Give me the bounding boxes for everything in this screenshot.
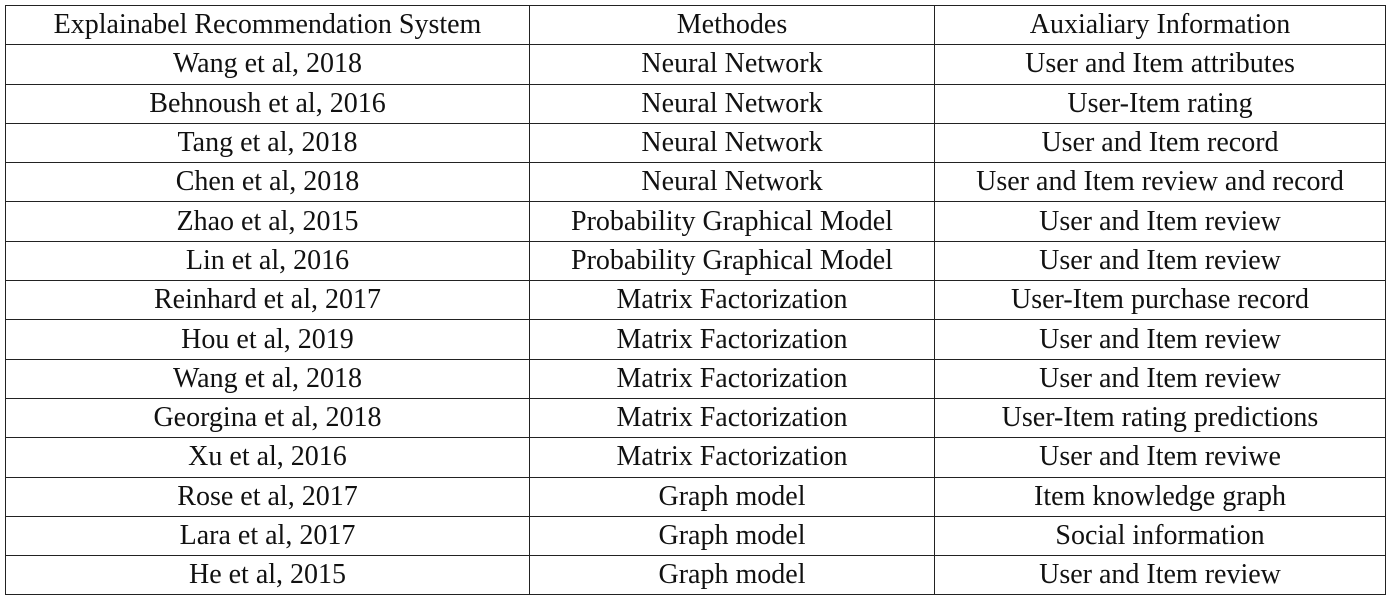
table-row: Rose et al, 2017 Graph model Item knowledg… <box>5 476 1386 517</box>
cell-system: Wang et al, 2018 <box>5 44 530 85</box>
table-row: Chen et al, 2018 Neural Network User and I… <box>5 162 1386 203</box>
cell-system: Wang et al, 2018 <box>5 358 530 399</box>
cell-auxiliary-information: User and Item review <box>934 358 1386 399</box>
table-row: Behnoush et al, 2016 Neural Network User-I… <box>5 83 1386 124</box>
cell-method: Graph model <box>529 555 935 596</box>
cell-auxiliary-information: User and Item record <box>934 122 1386 164</box>
cell-auxiliary-information: User and Item reviwe <box>934 437 1386 478</box>
cell-method: Neural Network <box>529 83 935 124</box>
cell-auxiliary-information: User and Item review <box>934 201 1386 242</box>
table-container: Explainabel Recommendation System Method… <box>5 4 1386 596</box>
cell-system: Behnoush et al, 2016 <box>5 83 530 124</box>
cell-method: Matrix Factorization <box>529 397 935 439</box>
cell-method: Matrix Factorization <box>529 437 935 478</box>
header-auxiliary-information: Auxialiary Information <box>934 4 1386 46</box>
cell-system: Hou et al, 2019 <box>5 319 530 360</box>
cell-method: Graph model <box>529 515 935 557</box>
table-row: Tang et al, 2018 Neural Network User and I… <box>5 122 1386 164</box>
cell-system: Tang et al, 2018 <box>5 122 530 164</box>
cell-system: Reinhard et al, 2017 <box>5 280 530 321</box>
cell-method: Neural Network <box>529 122 935 164</box>
cell-method: Probability Graphical Model <box>529 240 935 282</box>
recommendation-systems-table: Explainabel Recommendation System Method… <box>5 4 1386 596</box>
cell-method: Matrix Factorization <box>529 280 935 321</box>
table-row: Wang et al, 2018 Matrix Factorization User… <box>5 358 1386 399</box>
header-row: Explainabel Recommendation System Method… <box>5 4 1386 46</box>
cell-auxiliary-information: User and Item review and record <box>934 162 1386 203</box>
cell-system: Chen et al, 2018 <box>5 162 530 203</box>
cell-system: Lara et al, 2017 <box>5 515 530 557</box>
cell-system: Rose et al, 2017 <box>5 476 530 517</box>
cell-method: Graph model <box>529 476 935 517</box>
cell-auxiliary-information: Item knowledge graph <box>934 476 1386 517</box>
table-row: Reinhard et al, 2017 Matrix Factorization… <box>5 280 1386 321</box>
cell-method: Matrix Factorization <box>529 358 935 399</box>
table-row: Georgina et al, 2018 Matrix Factorization… <box>5 397 1386 439</box>
table-row: Hou et al, 2019 Matrix Factorization User … <box>5 319 1386 360</box>
cell-auxiliary-information: User-Item rating <box>934 83 1386 124</box>
table-row: Lara et al, 2017 Graph model Social inform… <box>5 515 1386 557</box>
cell-auxiliary-information: User and Item review <box>934 240 1386 282</box>
cell-system: Georgina et al, 2018 <box>5 397 530 439</box>
table-row: Lin et al, 2016 Probability Graphical Mod… <box>5 240 1386 282</box>
header-methods: Methodes <box>529 4 935 46</box>
cell-method: Probability Graphical Model <box>529 201 935 242</box>
table-row: Xu et al, 2016 Matrix Factorization User a… <box>5 437 1386 478</box>
cell-method: Neural Network <box>529 162 935 203</box>
table-row: Wang et al, 2018 Neural Network User and I… <box>5 44 1386 85</box>
table-row: He et al, 2015 Graph model User and Item r… <box>5 555 1386 596</box>
cell-auxiliary-information: User and Item review <box>934 319 1386 360</box>
table-body: Wang et al, 2018 Neural Network User and I… <box>5 44 1386 596</box>
cell-auxiliary-information: User-Item purchase record <box>934 280 1386 321</box>
cell-system: Zhao et al, 2015 <box>5 201 530 242</box>
cell-system: He et al, 2015 <box>5 555 530 596</box>
table-row: Zhao et al, 2015 Probability Graphical Mo… <box>5 201 1386 242</box>
cell-system: Lin et al, 2016 <box>5 240 530 282</box>
cell-auxiliary-information: User-Item rating predictions <box>934 397 1386 439</box>
cell-auxiliary-information: Social information <box>934 515 1386 557</box>
cell-auxiliary-information: User and Item review <box>934 555 1386 596</box>
cell-method: Neural Network <box>529 44 935 85</box>
header-system: Explainabel Recommendation System <box>5 4 530 46</box>
cell-method: Matrix Factorization <box>529 319 935 360</box>
cell-auxiliary-information: User and Item attributes <box>934 44 1386 85</box>
table-header: Explainabel Recommendation System Method… <box>5 4 1386 46</box>
cell-system: Xu et al, 2016 <box>5 437 530 478</box>
